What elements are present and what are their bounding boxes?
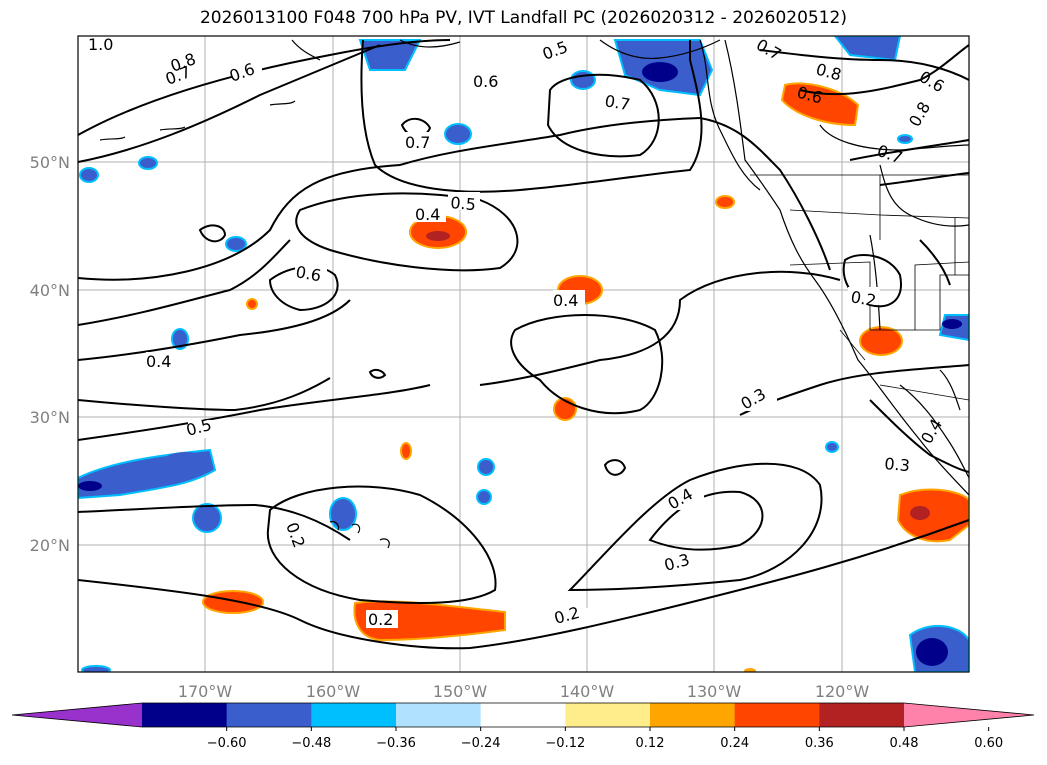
colorbar-tick-label: 0.36 xyxy=(805,736,834,751)
colorbar-segment xyxy=(396,703,482,727)
colorbar-tick-label: 0.12 xyxy=(636,736,665,751)
colorbar-tick-label: 0.24 xyxy=(720,736,749,751)
political-borders xyxy=(750,174,969,401)
lon-label-120w: 120°W xyxy=(815,682,870,701)
pv-contours xyxy=(78,39,969,650)
colorbar-tick-label: −0.36 xyxy=(376,736,416,751)
colorbar-segment xyxy=(311,703,397,727)
graticule xyxy=(78,36,969,672)
map-title: 2026013100 F048 700 hPa PV, IVT Landfall… xyxy=(199,8,847,28)
lon-label-130w: 130°W xyxy=(687,682,742,701)
lon-label-160w: 160°W xyxy=(306,682,361,701)
lat-label-20n: 20°N xyxy=(30,536,70,555)
contour-label: 0.2 xyxy=(368,610,393,629)
lat-label-50n: 50°N xyxy=(30,153,70,172)
colorbar: −0.60 −0.48 −0.36 −0.24 −0.12 0.12 0.24 0.36 0.4… xyxy=(11,702,1035,751)
colorbar-tick-label: −0.60 xyxy=(207,736,247,751)
contour-label: 0.7 xyxy=(603,91,631,114)
contour-label: 0.6 xyxy=(473,72,498,91)
contour-label: 1.0 xyxy=(88,35,113,54)
colorbar-outline xyxy=(11,702,1035,728)
colorbar-tick-label: −0.48 xyxy=(291,736,331,751)
contour-label: 0.2 xyxy=(849,287,877,310)
colorbar-tick-label: −0.24 xyxy=(461,736,501,751)
lat-label-40n: 40°N xyxy=(30,281,70,300)
longitude-labels: 170°W 160°W 150°W 140°W 130°W 120°W xyxy=(178,682,870,701)
colorbar-segment xyxy=(226,703,312,727)
contour-label: 0.4 xyxy=(146,352,171,371)
contour-label: 0.5 xyxy=(450,193,477,214)
colorbar-segment xyxy=(734,703,820,727)
colorbar-segment xyxy=(650,703,736,727)
contour-label: 0.7 xyxy=(405,133,430,152)
colorbar-segment xyxy=(565,703,651,727)
colorbar-segment xyxy=(480,703,566,727)
colorbar-segment xyxy=(142,703,228,727)
contour-labels: 1.0 0.8 0.7 0.6 0.5 0.6 0.7 0.7 0.7 0.8 … xyxy=(88,35,948,629)
colorbar-segment xyxy=(819,703,905,727)
contour-label: 0.3 xyxy=(884,454,911,475)
colorbar-extend-high xyxy=(904,703,1034,727)
contour-label: 0.4 xyxy=(415,205,440,224)
contour-label: 0.4 xyxy=(553,291,578,310)
coastlines xyxy=(99,39,969,549)
latitude-labels: 50°N 40°N 30°N 20°N xyxy=(30,153,70,555)
contour-label: 0.6 xyxy=(294,262,322,285)
colorbar-tick-label: 0.48 xyxy=(890,736,919,751)
colorbar-tick-label: −0.12 xyxy=(545,736,585,751)
map-frame xyxy=(77,35,970,673)
lat-label-30n: 30°N xyxy=(30,408,70,427)
lon-label-150w: 150°W xyxy=(433,682,488,701)
lon-label-140w: 140°W xyxy=(560,682,615,701)
colorbar-tick-label: 0.60 xyxy=(974,736,1003,751)
colorbar-extend-low xyxy=(12,703,142,727)
lon-label-170w: 170°W xyxy=(178,682,233,701)
map-panel xyxy=(78,36,969,672)
